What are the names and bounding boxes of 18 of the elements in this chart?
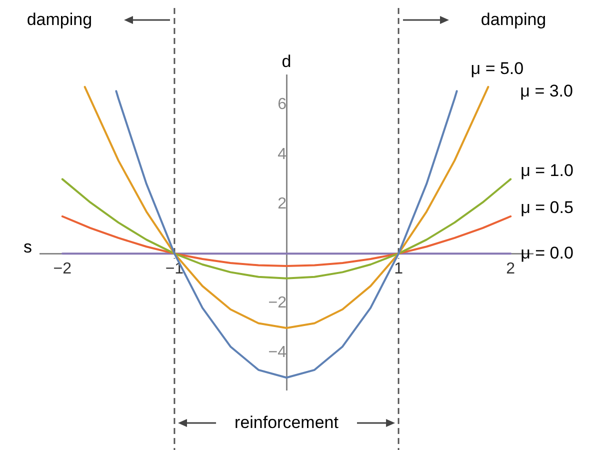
y-tick-label: 4 <box>278 146 287 163</box>
text: damping <box>26 10 92 30</box>
x-axis-title: s <box>24 237 32 256</box>
series-label: μ = 0.5 <box>520 198 574 218</box>
y-tick-label: 2 <box>278 195 287 212</box>
series-label: μ = 3.0 <box>520 82 573 101</box>
x-tick-label: −2 <box>53 260 72 278</box>
y-tick-label: 6 <box>278 96 287 114</box>
x-tick-label: 2 <box>506 260 516 278</box>
y-axis-title: d <box>282 52 292 72</box>
y-tick-label: −2 <box>268 294 287 312</box>
text: damping <box>480 10 546 30</box>
series-label: μ = 1.0 <box>520 160 574 180</box>
series-label: μ = 0.0 <box>520 243 574 262</box>
series-label: μ = 5.0 <box>470 58 524 78</box>
x-tick-label: 1 <box>394 260 404 278</box>
y-tick-label: −4 <box>268 344 287 362</box>
text: reinforcement <box>234 413 338 433</box>
